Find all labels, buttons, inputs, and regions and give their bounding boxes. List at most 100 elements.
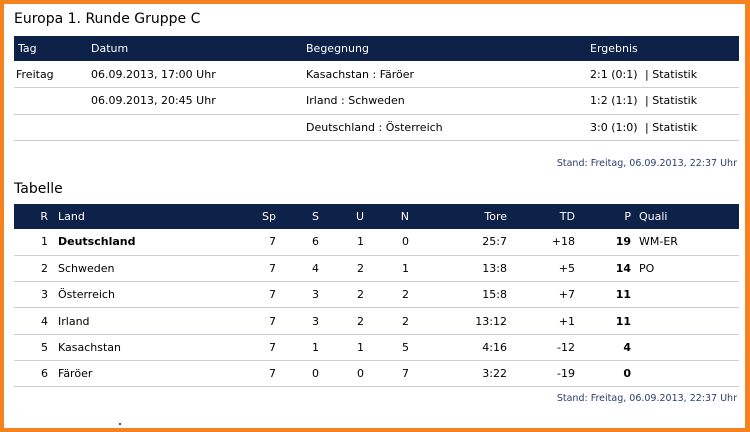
match-row: Freitag 06.09.2013, 17:00 Uhr Kasachstan… [14,61,739,88]
header-begegnung: Begegnung [306,42,369,55]
rank: 4 [41,314,48,328]
draws: 2 [357,261,364,275]
quali [631,308,739,334]
standings-row: 4 Irland 7 3 2 2 13:12 +1 11 [14,308,739,335]
wins: 1 [312,340,319,354]
goals: 25:7 [482,235,507,249]
match-ergebnis-cell: 1:2 (1:1) | Statistik [590,88,739,115]
match-datum: 06.09.2013, 20:45 Uhr [91,94,216,108]
match-row: 06.09.2013, 20:45 Uhr Irland : Schweden … [14,88,739,115]
games: 7 [269,235,276,249]
header-land: Land [58,210,85,223]
matches-table: Tag Datum Begegnung Ergebnis Freitag 06.… [14,36,739,141]
match-ergebnis-cell: 3:0 (1:0) | Statistik [590,114,739,141]
team-name: Österreich [58,288,115,302]
match-ergebnis: 2:1 (0:1) [590,67,638,81]
header-p: P [624,210,631,223]
draws: 2 [357,314,364,328]
header-tore: Tore [484,210,507,223]
match-tag: Freitag [16,67,54,81]
quali: PO [639,261,655,275]
match-ergebnis-cell: 2:1 (0:1) | Statistik [590,61,739,88]
separator: | [645,94,649,108]
rank: 6 [41,367,48,381]
games: 7 [269,367,276,381]
standings-table: R Land Sp S U N Tore TD P Quali 1 Deutsc… [14,204,739,387]
losses: 7 [402,367,409,381]
points: 4 [623,340,631,354]
team-name: Irland [58,314,90,328]
goal-diff: +18 [551,235,575,249]
separator: | [645,120,649,134]
wins: 6 [312,235,319,249]
draws: 0 [357,367,364,381]
match-begegnung: Kasachstan : Färöer [306,67,415,81]
wins: 4 [312,261,319,275]
goal-diff: -19 [557,367,575,381]
points: 0 [623,367,631,381]
points: 11 [615,314,631,328]
losses: 5 [402,340,409,354]
goal-diff: +1 [558,314,575,328]
header-quali: Quali [639,210,668,223]
standings-row: 5 Kasachstan 7 1 1 5 4:16 -12 4 [14,334,739,361]
team-name: Kasachstan [58,340,122,354]
quali [631,334,739,360]
statistik-link[interactable]: Statistik [652,67,698,81]
header-sp: Sp [262,210,276,223]
header-u: U [355,210,364,223]
match-datum [91,114,306,141]
header-r: R [40,210,48,223]
wins: 3 [312,288,319,302]
team-name: Färöer [58,367,93,381]
points: 19 [615,235,631,249]
match-row: Deutschland : Österreich 3:0 (1:0) | Sta… [14,114,739,141]
standings-header-row: R Land Sp S U N Tore TD P Quali [14,204,739,229]
header-ergebnis: Ergebnis [590,42,638,55]
draws: 1 [357,340,364,354]
header-datum: Datum [91,42,129,55]
team-name: Deutschland [58,235,136,249]
header-td: TD [559,210,575,223]
goal-diff: -12 [557,340,575,354]
losses: 1 [402,261,409,275]
goal-diff: +7 [558,288,575,302]
quali [631,360,739,386]
standings-row: 3 Österreich 7 3 2 2 15:8 +7 11 [14,282,739,308]
games: 7 [269,314,276,328]
rank: 3 [41,288,48,302]
goals: 13:12 [475,314,507,328]
games: 7 [269,288,276,302]
games: 7 [269,261,276,275]
team-name: Schweden [58,261,115,275]
match-tag [14,88,91,115]
losses: 0 [402,235,409,249]
page-title: Europa 1. Runde Gruppe C [14,11,201,27]
goals: 15:8 [482,288,507,302]
statistik-link[interactable]: Statistik [652,120,698,134]
wins: 0 [312,367,319,381]
points: 14 [615,261,631,275]
match-begegnung: Irland : Schweden [306,94,405,108]
goals: 3:22 [482,367,507,381]
draws: 1 [357,235,364,249]
match-ergebnis: 1:2 (1:1) [590,94,638,108]
match-datum: 06.09.2013, 17:00 Uhr [91,67,216,81]
matches-header-row: Tag Datum Begegnung Ergebnis [14,36,739,61]
quali [631,282,739,308]
match-begegnung: Deutschland : Österreich [306,120,443,134]
rank: 1 [41,235,48,249]
losses: 2 [402,288,409,302]
header-s: S [312,210,319,223]
goals: 4:16 [482,340,507,354]
standings-row: 2 Schweden 7 4 2 1 13:8 +5 14 PO [14,255,739,282]
statistik-link[interactable]: Statistik [652,94,698,108]
rank: 2 [41,261,48,275]
draws: 2 [357,288,364,302]
goals: 13:8 [482,261,507,275]
goal-diff: +5 [558,261,575,275]
match-tag [14,114,91,141]
standings-row: 1 Deutschland 7 6 1 0 25:7 +18 19 WM-ER [14,229,739,256]
wins: 3 [312,314,319,328]
header-n: N [400,210,409,223]
